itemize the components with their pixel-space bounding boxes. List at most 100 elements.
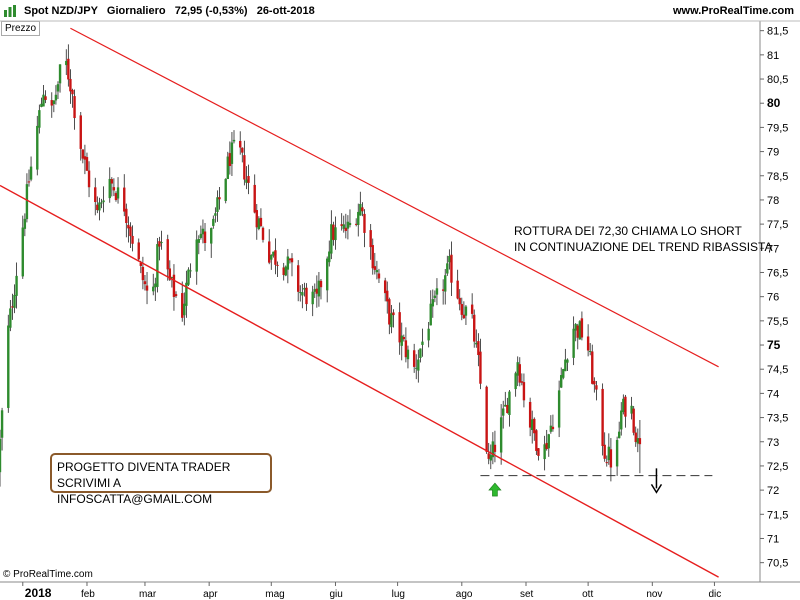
candle-body xyxy=(462,314,466,319)
candle xyxy=(359,191,362,216)
candle xyxy=(601,383,604,456)
candle-body xyxy=(433,295,437,298)
candle-body xyxy=(85,157,89,171)
candle xyxy=(195,230,198,285)
candle xyxy=(624,394,627,428)
candle-body xyxy=(441,289,445,291)
candle xyxy=(257,216,261,231)
candle-body xyxy=(489,455,492,461)
candle xyxy=(189,263,192,278)
x-tick-label: ott xyxy=(582,589,593,600)
candle xyxy=(112,178,116,197)
candle xyxy=(276,261,279,278)
candle xyxy=(125,203,128,238)
candle xyxy=(634,426,637,447)
candle-body xyxy=(241,147,244,153)
candle-body xyxy=(388,299,391,325)
candle-body xyxy=(400,335,403,346)
candle xyxy=(543,435,546,471)
candle-body xyxy=(415,367,418,369)
candle-body xyxy=(580,318,584,338)
candle xyxy=(564,348,567,372)
x-tick-label: lug xyxy=(392,589,405,600)
candle-body xyxy=(402,337,406,340)
candle xyxy=(65,49,68,76)
candle xyxy=(572,316,575,366)
candle-body xyxy=(547,434,550,449)
candle-body xyxy=(392,312,395,316)
candle-body xyxy=(593,380,596,385)
candle xyxy=(230,132,234,176)
candle-body xyxy=(578,321,582,340)
candle-body xyxy=(485,386,488,452)
candle-body xyxy=(383,280,387,294)
candle-body xyxy=(377,273,381,279)
candle-body xyxy=(514,373,517,390)
candle xyxy=(38,104,41,134)
y-tick-label: 75,5 xyxy=(767,316,788,328)
candle xyxy=(595,381,598,401)
x-tick-label: mag xyxy=(265,589,284,600)
y-tick-label: 79,5 xyxy=(767,122,788,134)
candle-body xyxy=(15,275,18,296)
y-tick-label: 80,5 xyxy=(767,74,788,86)
candle xyxy=(96,196,99,214)
candle xyxy=(100,198,103,209)
candle-body xyxy=(574,324,577,331)
site-link[interactable]: www.ProRealTime.com xyxy=(672,5,794,17)
candle xyxy=(152,273,155,296)
candle xyxy=(110,177,114,197)
candle xyxy=(290,253,294,277)
candle xyxy=(473,309,476,348)
channel-upper-line xyxy=(70,27,719,368)
candle xyxy=(174,291,178,298)
candle-body xyxy=(226,156,229,180)
candle xyxy=(305,283,308,311)
candle xyxy=(588,343,592,356)
candle xyxy=(404,327,408,363)
y-tick-label: 81,5 xyxy=(767,26,788,38)
y-tick-label: 75 xyxy=(767,338,781,352)
candle-body xyxy=(199,233,203,238)
candle-body xyxy=(23,218,27,229)
x-tick-label: nov xyxy=(646,589,662,600)
candle xyxy=(551,414,555,432)
candle-body xyxy=(189,270,192,272)
candle-body xyxy=(446,263,449,274)
y-tick-label: 71 xyxy=(767,533,779,545)
candle xyxy=(415,354,418,380)
candle-body xyxy=(504,404,507,407)
candle-body xyxy=(131,235,134,244)
candle-body xyxy=(473,314,476,342)
candle xyxy=(166,234,169,281)
candle-body xyxy=(475,342,478,345)
candle-body xyxy=(557,390,561,428)
candle-body xyxy=(255,210,258,228)
candle xyxy=(460,297,463,321)
annotation-line-1: ROTTURA DEI 72,30 CHIAMA LO SHORT xyxy=(514,224,743,238)
candle-body xyxy=(375,270,379,273)
candle-body xyxy=(477,341,480,356)
candle xyxy=(127,216,130,243)
y-tick-label: 81 xyxy=(767,50,779,62)
candle-body xyxy=(245,179,248,183)
candle-body xyxy=(506,405,509,414)
candle-body xyxy=(218,197,221,200)
candle xyxy=(241,147,244,163)
candle xyxy=(334,216,337,250)
candle xyxy=(203,222,207,252)
candle-body xyxy=(96,204,99,211)
candle-body xyxy=(127,224,130,229)
candle-body xyxy=(371,245,374,269)
x-tick-label: mar xyxy=(139,589,157,600)
candle-body xyxy=(363,213,366,233)
candle xyxy=(412,343,416,373)
candle xyxy=(212,215,215,229)
candle-body xyxy=(549,425,553,432)
candle-body xyxy=(224,178,227,201)
candle xyxy=(458,289,461,311)
candlestick-series xyxy=(0,44,642,487)
candle xyxy=(340,213,343,231)
candle xyxy=(259,208,263,228)
